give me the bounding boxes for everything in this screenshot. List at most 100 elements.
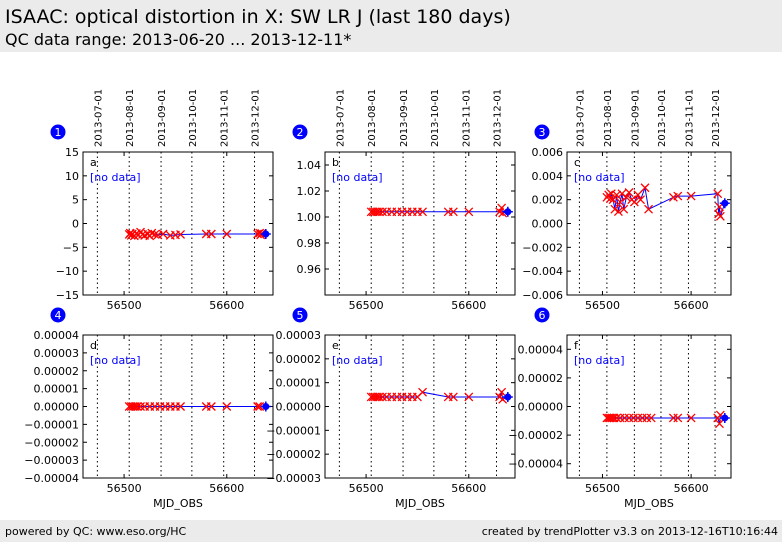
y-tick-label: −0.00002 bbox=[266, 448, 321, 461]
data-point bbox=[418, 387, 428, 397]
y-tick-label: 1.02 bbox=[297, 185, 322, 198]
data-point bbox=[636, 195, 646, 205]
no-data-note: [no data] bbox=[574, 171, 625, 184]
plot-panel-2: 2 2013-07-01 2013-08-01 2013-09-01 2013-10-0… bbox=[292, 89, 516, 312]
header: ISAAC: optical distortion in X: SW LR J … bbox=[0, 0, 782, 52]
date-tick-label: 2013-11-01 bbox=[220, 89, 231, 147]
date-tick-label: 2013-12-01 bbox=[251, 89, 262, 147]
data-point bbox=[206, 402, 216, 411]
data-point bbox=[206, 229, 216, 239]
data-point bbox=[497, 387, 507, 397]
data-point bbox=[615, 197, 625, 207]
latest-point-cross bbox=[502, 206, 513, 217]
panel-letter: d bbox=[90, 339, 97, 352]
y-tick-label: 15 bbox=[65, 146, 79, 159]
plot-panel-4: 4 0.00004 0.00003 0.00002 0.00001 0.00000 −0.0… bbox=[24, 307, 274, 510]
y-tick-label: 1.04 bbox=[297, 159, 322, 172]
y-tick-label: −0.00002 bbox=[508, 429, 563, 442]
x-tick-label: 56500 bbox=[349, 299, 384, 312]
data-point bbox=[629, 197, 639, 207]
y-tick-label: 0 bbox=[72, 218, 79, 231]
y-tick-label: 0.00002 bbox=[34, 365, 80, 378]
x-tick-label: 56600 bbox=[451, 482, 486, 495]
y-tick-label: −5 bbox=[63, 241, 79, 254]
x-axis-label: MJD_OBS bbox=[153, 497, 203, 510]
data-point bbox=[374, 392, 384, 402]
date-tick-label: 2013-09-01 bbox=[157, 89, 168, 147]
data-point bbox=[644, 204, 654, 214]
data-point bbox=[176, 402, 186, 411]
date-tick-label: 2013-07-01 bbox=[335, 89, 346, 147]
date-tick-label: 2013-10-01 bbox=[657, 89, 668, 147]
date-tick-label: 2013-07-01 bbox=[93, 89, 104, 147]
data-point bbox=[464, 207, 474, 217]
plot-frame bbox=[324, 151, 516, 296]
date-tick-label: 2013-08-01 bbox=[603, 89, 614, 147]
x-tick-label: 56500 bbox=[349, 482, 384, 495]
date-tick-label: 2013-10-01 bbox=[430, 89, 441, 147]
y-tick-label: 0.00001 bbox=[34, 383, 80, 396]
x-tick-label: 56600 bbox=[451, 299, 486, 312]
y-tick-label: 0.00000 bbox=[276, 401, 322, 414]
data-point bbox=[608, 195, 618, 205]
y-tick-label: 0.00004 bbox=[518, 343, 564, 356]
data-point bbox=[686, 191, 696, 201]
y-tick-label: 0.004 bbox=[532, 170, 564, 183]
data-point bbox=[374, 207, 384, 217]
plot-panel-5: 5 0.00003 0.00002 0.00001 0.00000 −0.00001 −0.… bbox=[266, 307, 516, 510]
latest-point-cross bbox=[719, 198, 730, 209]
no-data-note: [no data] bbox=[332, 171, 383, 184]
y-tick-label: −15 bbox=[56, 289, 79, 302]
series-line bbox=[371, 390, 509, 401]
y-tick-label: 0.00000 bbox=[518, 401, 564, 414]
data-point bbox=[464, 392, 474, 402]
data-point bbox=[176, 230, 186, 239]
y-tick-label: 0.98 bbox=[297, 237, 322, 250]
data-point bbox=[255, 402, 265, 411]
y-tick-label: −0.00004 bbox=[508, 458, 563, 471]
data-point bbox=[128, 402, 138, 411]
data-point bbox=[253, 402, 263, 411]
data-point bbox=[715, 211, 725, 221]
plot-panel-1: 1 2013-07-01 2013-08-01 2013-09-01 2013-10-0… bbox=[50, 89, 274, 312]
y-tick-label: 0.000 bbox=[532, 218, 564, 231]
data-point bbox=[673, 413, 683, 423]
panel-letter: f bbox=[574, 339, 579, 352]
data-point bbox=[612, 413, 622, 423]
panel-letter: c bbox=[574, 156, 580, 169]
data-point bbox=[612, 190, 622, 200]
plot-panel-6: 6 0.00004 0.00002 0.00000 −0.00002 −0.00004 56… bbox=[508, 307, 732, 510]
y-tick-label: 5 bbox=[72, 194, 79, 207]
no-data-note: [no data] bbox=[332, 354, 383, 367]
data-point bbox=[646, 413, 656, 423]
y-tick-label: −0.00001 bbox=[24, 418, 79, 431]
data-point bbox=[132, 402, 142, 411]
data-point bbox=[370, 207, 380, 217]
x-tick-label: 56600 bbox=[674, 299, 709, 312]
panel-badge-icon bbox=[292, 307, 308, 323]
data-point bbox=[613, 207, 623, 217]
y-tick-label: 0.00003 bbox=[34, 347, 80, 360]
data-point bbox=[715, 419, 724, 429]
panel-letter: e bbox=[332, 339, 339, 352]
data-point bbox=[640, 183, 650, 193]
x-tick-label: 56500 bbox=[585, 482, 620, 495]
x-tick-label: 56500 bbox=[585, 299, 620, 312]
y-tick-label: −0.002 bbox=[522, 241, 563, 254]
y-tick-label: 0.006 bbox=[532, 146, 564, 159]
panel-badge-number: 3 bbox=[539, 126, 546, 139]
date-tick-label: 2013-12-01 bbox=[711, 89, 722, 147]
data-point bbox=[448, 392, 458, 402]
data-point bbox=[673, 191, 683, 201]
data-point bbox=[370, 392, 380, 402]
data-point bbox=[222, 402, 232, 411]
y-tick-label: 0.96 bbox=[297, 263, 322, 276]
panel-badge-icon bbox=[534, 307, 550, 323]
footer-created-by: created by trendPlotter v3.3 on 2013-12-… bbox=[481, 525, 778, 538]
date-tick-label: 2013-08-01 bbox=[125, 89, 136, 147]
panel-letter: b bbox=[332, 156, 339, 169]
x-tick-label: 56500 bbox=[107, 482, 142, 495]
y-tick-label: 0.00002 bbox=[276, 353, 322, 366]
latest-point-cross bbox=[719, 412, 730, 423]
y-tick-label: −10 bbox=[56, 265, 79, 278]
